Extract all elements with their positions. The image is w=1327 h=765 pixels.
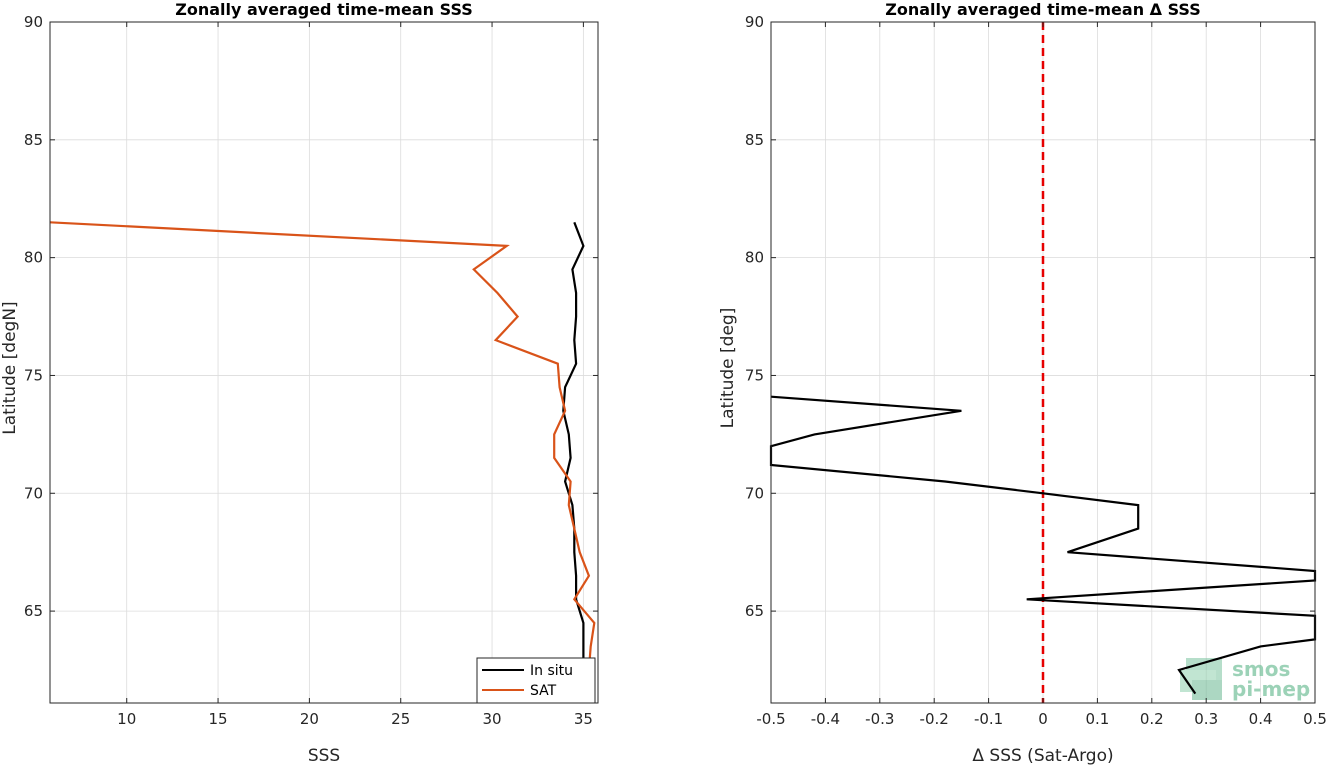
legend-box — [476, 657, 596, 704]
left-grid — [50, 21, 598, 703]
left-y-tick-label: 90 — [24, 13, 43, 31]
left-axes-frame — [49, 21, 599, 704]
right-x-tick-label: -0.5 — [756, 710, 785, 728]
left-x-tick-label: 15 — [209, 710, 228, 728]
right-chart-title: Zonally averaged time-mean Δ SSS — [885, 0, 1201, 19]
logo-text-line1: smos — [1232, 657, 1290, 681]
left-chart-title: Zonally averaged time-mean SSS — [175, 0, 473, 19]
right-x-axis-label: Δ SSS (Sat-Argo) — [972, 746, 1113, 765]
right-x-tick-label: -0.4 — [811, 710, 840, 728]
legend-label-sat: SAT — [530, 683, 557, 699]
right-y-tick-label: 75 — [745, 366, 764, 384]
left-y-tick-label: 80 — [24, 249, 43, 267]
right-x-tick-label: -0.2 — [920, 710, 949, 728]
right-x-tick-label: 0.1 — [1085, 710, 1109, 728]
right-grid — [770, 21, 1316, 703]
right-x-tick-label: 0.3 — [1194, 710, 1218, 728]
right-tick-labels: -0.5 -0.4 -0.3 -0.2 -0.1 0 0.1 0.2 0.3 0.4 0.5 65 70… — [745, 13, 1327, 728]
left-series-group — [49, 221, 596, 694]
right-series-group — [769, 395, 1317, 695]
right-x-tick-label: 0.5 — [1303, 710, 1327, 728]
smos-pi-mep-logo: smos pi-mep — [1180, 657, 1310, 701]
right-x-tick-label: 0.2 — [1140, 710, 1164, 728]
logo-text-line2: pi-mep — [1232, 677, 1310, 701]
left-x-tick-label: 30 — [483, 710, 502, 728]
left-series-line-sat — [49, 221, 596, 694]
right-x-tick-label: -0.1 — [974, 710, 1003, 728]
sss-profile-panel: Zonally averaged time-mean SSS 10 15 20 25 3… — [0, 0, 599, 765]
left-y-tick-label: 70 — [24, 484, 43, 502]
right-y-tick-label: 70 — [745, 484, 764, 502]
right-y-tick-label: 85 — [745, 131, 764, 149]
right-x-tick-label: 0 — [1038, 710, 1048, 728]
left-y-tick-label: 85 — [24, 131, 43, 149]
right-x-tick-label: -0.3 — [865, 710, 894, 728]
right-x-tick-label: 0.4 — [1249, 710, 1273, 728]
delta-sss-profile-panel: Zonally averaged time-mean Δ SSS smos pi… — [718, 0, 1327, 765]
left-x-tick-label: 35 — [574, 710, 593, 728]
right-y-tick-label: 65 — [745, 602, 764, 620]
right-y-axis-label: Latitude [deg] — [718, 308, 738, 429]
left-y-tick-label: 75 — [24, 366, 43, 384]
right-y-tick-label: 80 — [745, 249, 764, 267]
left-y-axis-label: Latitude [degN] — [0, 301, 20, 434]
left-y-tick-label: 65 — [24, 602, 43, 620]
left-x-tick-label: 25 — [391, 710, 410, 728]
left-tick-labels: 10 15 20 25 30 35 65 70 75 80 85 90 — [24, 13, 598, 728]
legend: In situ SAT — [476, 657, 596, 704]
legend-label-in-situ: In situ — [530, 663, 573, 679]
right-series-line-series-0 — [769, 395, 1317, 695]
left-x-axis-label: SSS — [308, 746, 340, 765]
right-y-tick-label: 90 — [745, 13, 764, 31]
left-x-tick-label: 20 — [300, 710, 319, 728]
left-series-line-in-situ — [562, 221, 587, 694]
left-x-tick-label: 10 — [117, 710, 136, 728]
logo-cube-mark — [1180, 658, 1222, 700]
